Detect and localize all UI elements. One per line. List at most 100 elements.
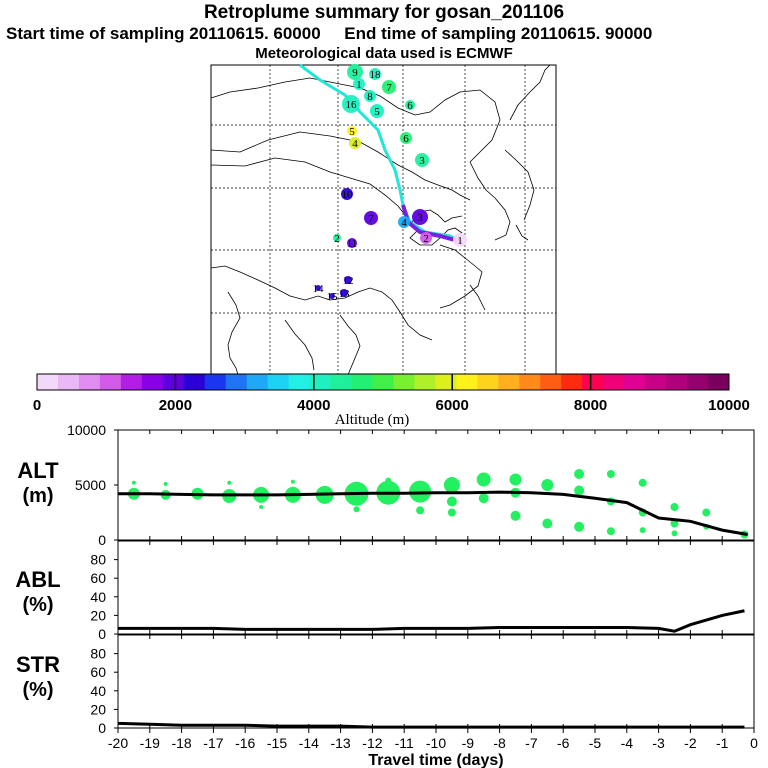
trajectory-marker-label: 16 <box>346 99 358 111</box>
trajectory-marker-label: 4 <box>352 138 358 150</box>
trajectory-marker <box>347 64 363 80</box>
trajectory-marker-label: 5 <box>349 126 355 138</box>
x-tick-label: -15 <box>267 735 287 751</box>
y-tick-label: 20 <box>90 701 106 717</box>
trajectory-marker <box>347 126 357 136</box>
trajectory-marker-label: 6 <box>407 100 413 112</box>
colorbar-segment <box>162 374 185 390</box>
trajectory-marker <box>453 233 467 247</box>
figure-title: Retroplume summary for gosan_201106 <box>203 2 565 23</box>
alt-scatter-point <box>476 472 491 487</box>
colorbar-segment <box>120 374 143 390</box>
trajectory-marker-label: 14 <box>313 283 325 295</box>
colorbar-segment <box>435 374 457 390</box>
colorbar-segment <box>582 374 604 390</box>
trajectory-marker-label: 3 <box>417 212 423 224</box>
colorbar-label: Altitude (m) <box>335 412 410 428</box>
x-tick-label: -14 <box>299 735 319 751</box>
colorbar-segment <box>309 374 332 390</box>
colorbar-segment <box>267 374 290 390</box>
alt-scatter-point <box>447 508 456 517</box>
colorbar-tick-label: 2000 <box>159 397 192 414</box>
x-tick-label: -13 <box>330 735 350 751</box>
alt-scatter-point <box>416 506 425 515</box>
alt-scatter-point <box>131 480 136 485</box>
alt-scatter-point <box>446 496 457 507</box>
alt-scatter-point <box>227 480 232 485</box>
trajectory-marker <box>369 68 381 80</box>
alt-scatter-point <box>290 479 295 484</box>
map-graticule <box>211 65 556 375</box>
panel-unit-str: (%) <box>22 679 53 701</box>
alt-scatter-point <box>163 481 168 486</box>
y-tick-label: 60 <box>90 570 106 586</box>
panel-frame-str <box>117 634 755 729</box>
alt-scatter-point <box>509 473 522 486</box>
panel-label-str: STR <box>16 652 60 677</box>
x-tick-label: -1 <box>716 735 729 751</box>
x-tick-label: -10 <box>426 735 446 751</box>
trajectory-marker <box>340 289 348 297</box>
trajectory-marker <box>315 285 321 291</box>
colorbar-segment <box>288 374 311 390</box>
colorbar-segment <box>477 374 499 390</box>
trajectory-marker <box>412 209 428 225</box>
y-tick-label: 40 <box>90 589 106 605</box>
x-tick-label: -5 <box>589 735 602 751</box>
x-tick-label: -12 <box>362 735 382 751</box>
trajectory-marker <box>344 276 352 284</box>
alt-scatter-point <box>510 510 521 521</box>
alt-scatter-point <box>574 485 585 496</box>
trajectory-marker <box>364 90 376 102</box>
y-tick-label: 0 <box>98 626 106 642</box>
alt-scatter-point <box>574 469 585 479</box>
colorbar-segment <box>393 374 415 390</box>
trajectory-marker <box>341 188 353 200</box>
sampling-time-subtitle: Start time of sampling 20110615. 60000 E… <box>6 24 653 43</box>
colorbar-segment <box>37 374 59 390</box>
trajectory-marker-label: 2 <box>334 233 340 245</box>
colorbar-segment <box>330 374 353 390</box>
trajectory-marker-label: 1 <box>356 79 362 91</box>
colorbar-segment <box>99 374 122 390</box>
alt-scatter-point <box>670 519 679 528</box>
colorbar-tick-label: 0 <box>33 397 41 414</box>
x-tick-label: -6 <box>557 735 570 751</box>
x-tick-label: -9 <box>462 735 475 751</box>
trajectory-marker-label: 2 <box>423 233 429 245</box>
trajectory-marker <box>405 100 415 110</box>
trajectory-marker-label: 12 <box>343 275 354 287</box>
colorbar-tick-label: 6000 <box>436 397 469 414</box>
trajectory-marker-label: 9 <box>352 67 358 79</box>
colorbar-outline <box>36 373 730 391</box>
alt-scatter-point <box>259 505 264 509</box>
alt-scatter-point <box>353 506 360 513</box>
x-tick-label: -8 <box>493 735 506 751</box>
x-tick-label: -17 <box>203 735 223 751</box>
panel-label-alt: ALT <box>17 458 59 483</box>
alt-scatter-point <box>638 478 647 487</box>
y-tick-label: 0 <box>98 532 106 548</box>
y-tick-label: 5000 <box>75 477 106 493</box>
trajectory-marker <box>420 232 432 244</box>
trajectory-marker <box>382 80 396 94</box>
x-tick-label: -18 <box>171 735 191 751</box>
trajectory-marker-label: 7 <box>368 213 374 225</box>
y-tick-label: 80 <box>90 552 106 568</box>
colorbar-segment <box>624 374 646 390</box>
series-line-alt <box>118 490 748 536</box>
trajectory-marker <box>398 216 410 228</box>
trajectory-marker-label: 1 <box>457 235 463 247</box>
x-axis-label: Travel time (days) <box>368 752 503 768</box>
series-line-abl <box>118 609 745 633</box>
alt-scatter-point <box>541 479 554 491</box>
map-frame <box>210 64 557 376</box>
trajectory-paths <box>299 63 463 244</box>
trajectory-marker-label: 10 <box>342 189 354 201</box>
trajectory-marker-label: 7 <box>386 82 392 94</box>
alt-scatter-point <box>574 521 585 532</box>
colorbar-segment <box>519 374 541 390</box>
alt-scatter-point <box>671 530 678 537</box>
